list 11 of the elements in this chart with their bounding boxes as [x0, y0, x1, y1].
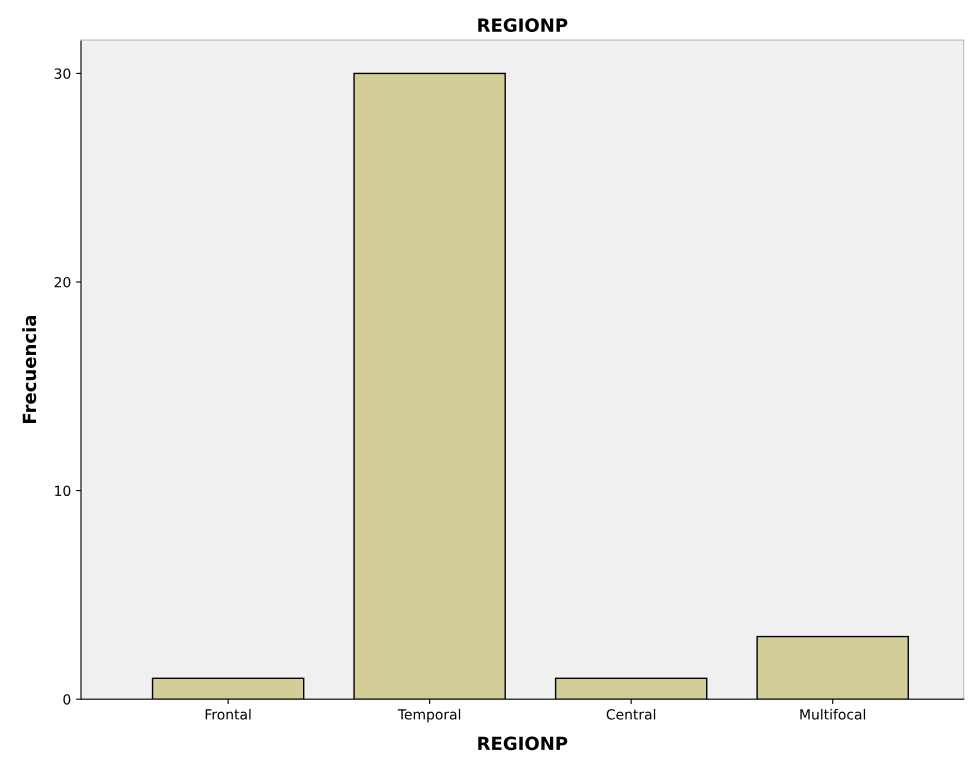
y-axis-title: Frecuencia: [22, 316, 36, 423]
y-tick-label: 20: [54, 276, 70, 288]
y-tick-label: 10: [55, 486, 70, 496]
x-tick-label: Central: [606, 708, 656, 720]
x-tick-label: Multifocal: [800, 708, 866, 720]
chart-title: REGIONP: [478, 18, 568, 32]
y-tick-label: 0: [63, 694, 70, 705]
x-axis-title: REGIONP: [478, 736, 568, 750]
x-tick-label: Frontal: [206, 708, 251, 720]
y-tick-label: 30: [54, 68, 70, 79]
x-tick-label: Temporal: [398, 708, 460, 722]
